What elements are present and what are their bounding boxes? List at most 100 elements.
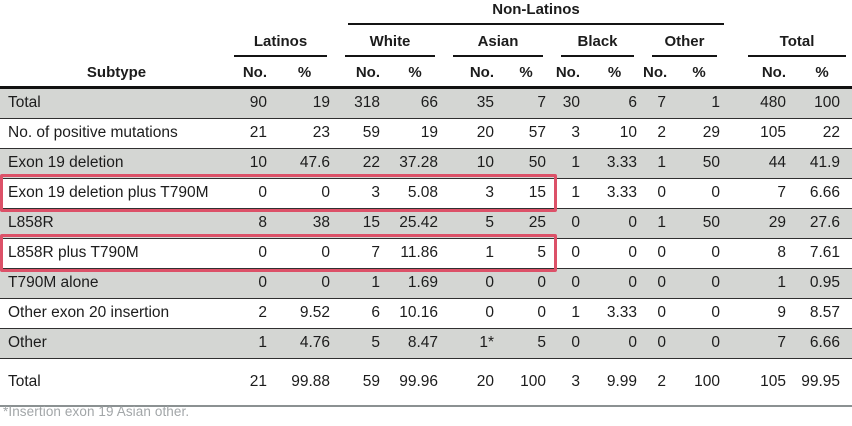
value-cell: 100: [520, 372, 546, 390]
value-cell: 0: [657, 334, 666, 351]
white-no-header: No.: [355, 64, 380, 81]
value-cell: 0.95: [809, 274, 840, 291]
total-no-header: No.: [761, 64, 786, 81]
asian-label: Asian: [453, 27, 543, 57]
table-row: L858R 8 38 15 25.42 5 25 0 0 1 50 29 27.6: [0, 207, 852, 238]
subtype-cell: L858R plus T790M: [8, 244, 139, 261]
value-cell: 3.33: [606, 304, 637, 321]
value-cell: 44: [768, 154, 786, 171]
value-cell: 4.76: [299, 334, 330, 351]
value-cell: 2: [258, 304, 267, 321]
value-cell: 105: [760, 372, 786, 390]
value-cell: 22: [362, 154, 380, 171]
value-cell: 0: [537, 304, 546, 321]
value-cell: 0: [711, 304, 720, 321]
value-cell: 90: [249, 94, 267, 111]
column-group-other: Other: [643, 27, 726, 57]
table-row: T790M alone 0 0 1 1.69 0 0 0 0 0 0 1 0.95: [0, 267, 852, 298]
subtype-cell: Exon 19 deletion plus T790M: [8, 184, 209, 201]
other-no-header: No.: [643, 64, 668, 81]
value-cell: 1.69: [407, 274, 438, 291]
value-cell: 1: [571, 304, 580, 321]
table-row: Exon 19 deletion 10 47.6 22 37.28 10 50 1 3.33 1 5…: [0, 147, 852, 178]
value-cell: 5: [537, 334, 546, 351]
value-cell: 10.16: [399, 304, 438, 321]
value-cell: 99.88: [291, 372, 330, 390]
value-cell: 0: [537, 274, 546, 291]
value-cell: 5.08: [407, 184, 438, 201]
subtype-cell: Total: [8, 372, 41, 390]
value-cell: 6: [628, 94, 637, 111]
asian-pct-header: %: [519, 64, 533, 81]
value-cell: 9: [777, 304, 786, 321]
value-cell: 2: [657, 124, 666, 141]
value-cell: 57: [528, 124, 546, 141]
non-latinos-spanner: Non-Latinos: [336, 0, 726, 27]
table-row: Total 90 19 318 66 35 7 30 6 7 1 480 100: [0, 88, 852, 118]
value-cell: 59: [362, 372, 380, 390]
value-cell: 5: [371, 334, 380, 351]
table-body: Total 90 19 318 66 35 7 30 6 7 1 480 100 No. of posit…: [0, 88, 852, 405]
latinos-pct-header: %: [297, 64, 312, 81]
value-cell: 0: [657, 304, 666, 321]
table-row: No. of positive mutations 21 23 59 19 20 57 3 10…: [0, 117, 852, 148]
value-cell: 6.66: [809, 184, 840, 201]
subtype-cell: Total: [8, 94, 41, 111]
subtype-cell: T790M alone: [8, 274, 99, 291]
value-cell: 35: [476, 94, 494, 111]
value-cell: 7: [777, 334, 786, 351]
value-cell: 0: [628, 244, 637, 261]
value-cell: 0: [657, 274, 666, 291]
value-cell: 25.42: [399, 214, 438, 231]
value-cell: 8: [258, 214, 267, 231]
value-cell: 23: [312, 124, 330, 141]
value-cell: 21: [249, 124, 267, 141]
value-cell: 1: [485, 244, 494, 261]
table-row: L858R plus T790M 0 0 7 11.86 1 5 0 0 0 0 8 7.61: [0, 237, 852, 268]
table-subheader-row: Subtype No. % No. % No. % No. % No. % No…: [0, 57, 852, 86]
value-cell: 0: [571, 274, 580, 291]
value-cell: 29: [768, 214, 786, 231]
table-header-group-row: Non-Latinos: [0, 0, 852, 27]
value-cell: 3: [571, 372, 580, 390]
value-cell: 3: [485, 184, 494, 201]
subtype-cell: Other exon 20 insertion: [8, 304, 170, 321]
value-cell: 37.28: [399, 154, 438, 171]
latinos-no-header: No.: [242, 64, 267, 81]
value-cell: 1: [571, 184, 580, 201]
value-cell: 22: [822, 124, 840, 141]
value-cell: 59: [362, 124, 380, 141]
table-top-rule: [0, 86, 852, 89]
value-cell: 100: [694, 372, 720, 390]
value-cell: 0: [571, 334, 580, 351]
value-cell: 0: [657, 244, 666, 261]
subtype-cell: L858R: [8, 214, 54, 231]
subtype-cell: Exon 19 deletion: [8, 154, 124, 171]
value-cell: 50: [702, 214, 720, 231]
value-cell: 9.99: [606, 372, 637, 390]
value-cell: 3: [571, 124, 580, 141]
total-label: Total: [748, 27, 846, 57]
column-group-black: Black: [552, 27, 643, 57]
black-label: Black: [561, 27, 634, 57]
value-cell: 0: [711, 244, 720, 261]
value-cell: 5: [485, 214, 494, 231]
value-cell: 99.96: [399, 372, 438, 390]
value-cell: 0: [628, 274, 637, 291]
value-cell: 105: [760, 124, 786, 141]
value-cell: 0: [485, 274, 494, 291]
value-cell: 0: [485, 304, 494, 321]
asian-no-header: No.: [469, 64, 494, 81]
value-cell: 0: [628, 334, 637, 351]
value-cell: 7: [371, 244, 380, 261]
value-cell: 0: [711, 184, 720, 201]
table-row: Exon 19 deletion plus T790M 0 0 3 5.08 3 15 1 3.…: [0, 177, 852, 208]
value-cell: 10: [249, 154, 267, 171]
value-cell: 20: [476, 124, 494, 141]
value-cell: 318: [354, 94, 380, 111]
subtype-header: Subtype: [86, 64, 147, 81]
value-cell: 66: [420, 94, 438, 111]
value-cell: 21: [249, 372, 267, 390]
value-cell: 0: [711, 334, 720, 351]
value-cell: 7: [657, 94, 666, 111]
